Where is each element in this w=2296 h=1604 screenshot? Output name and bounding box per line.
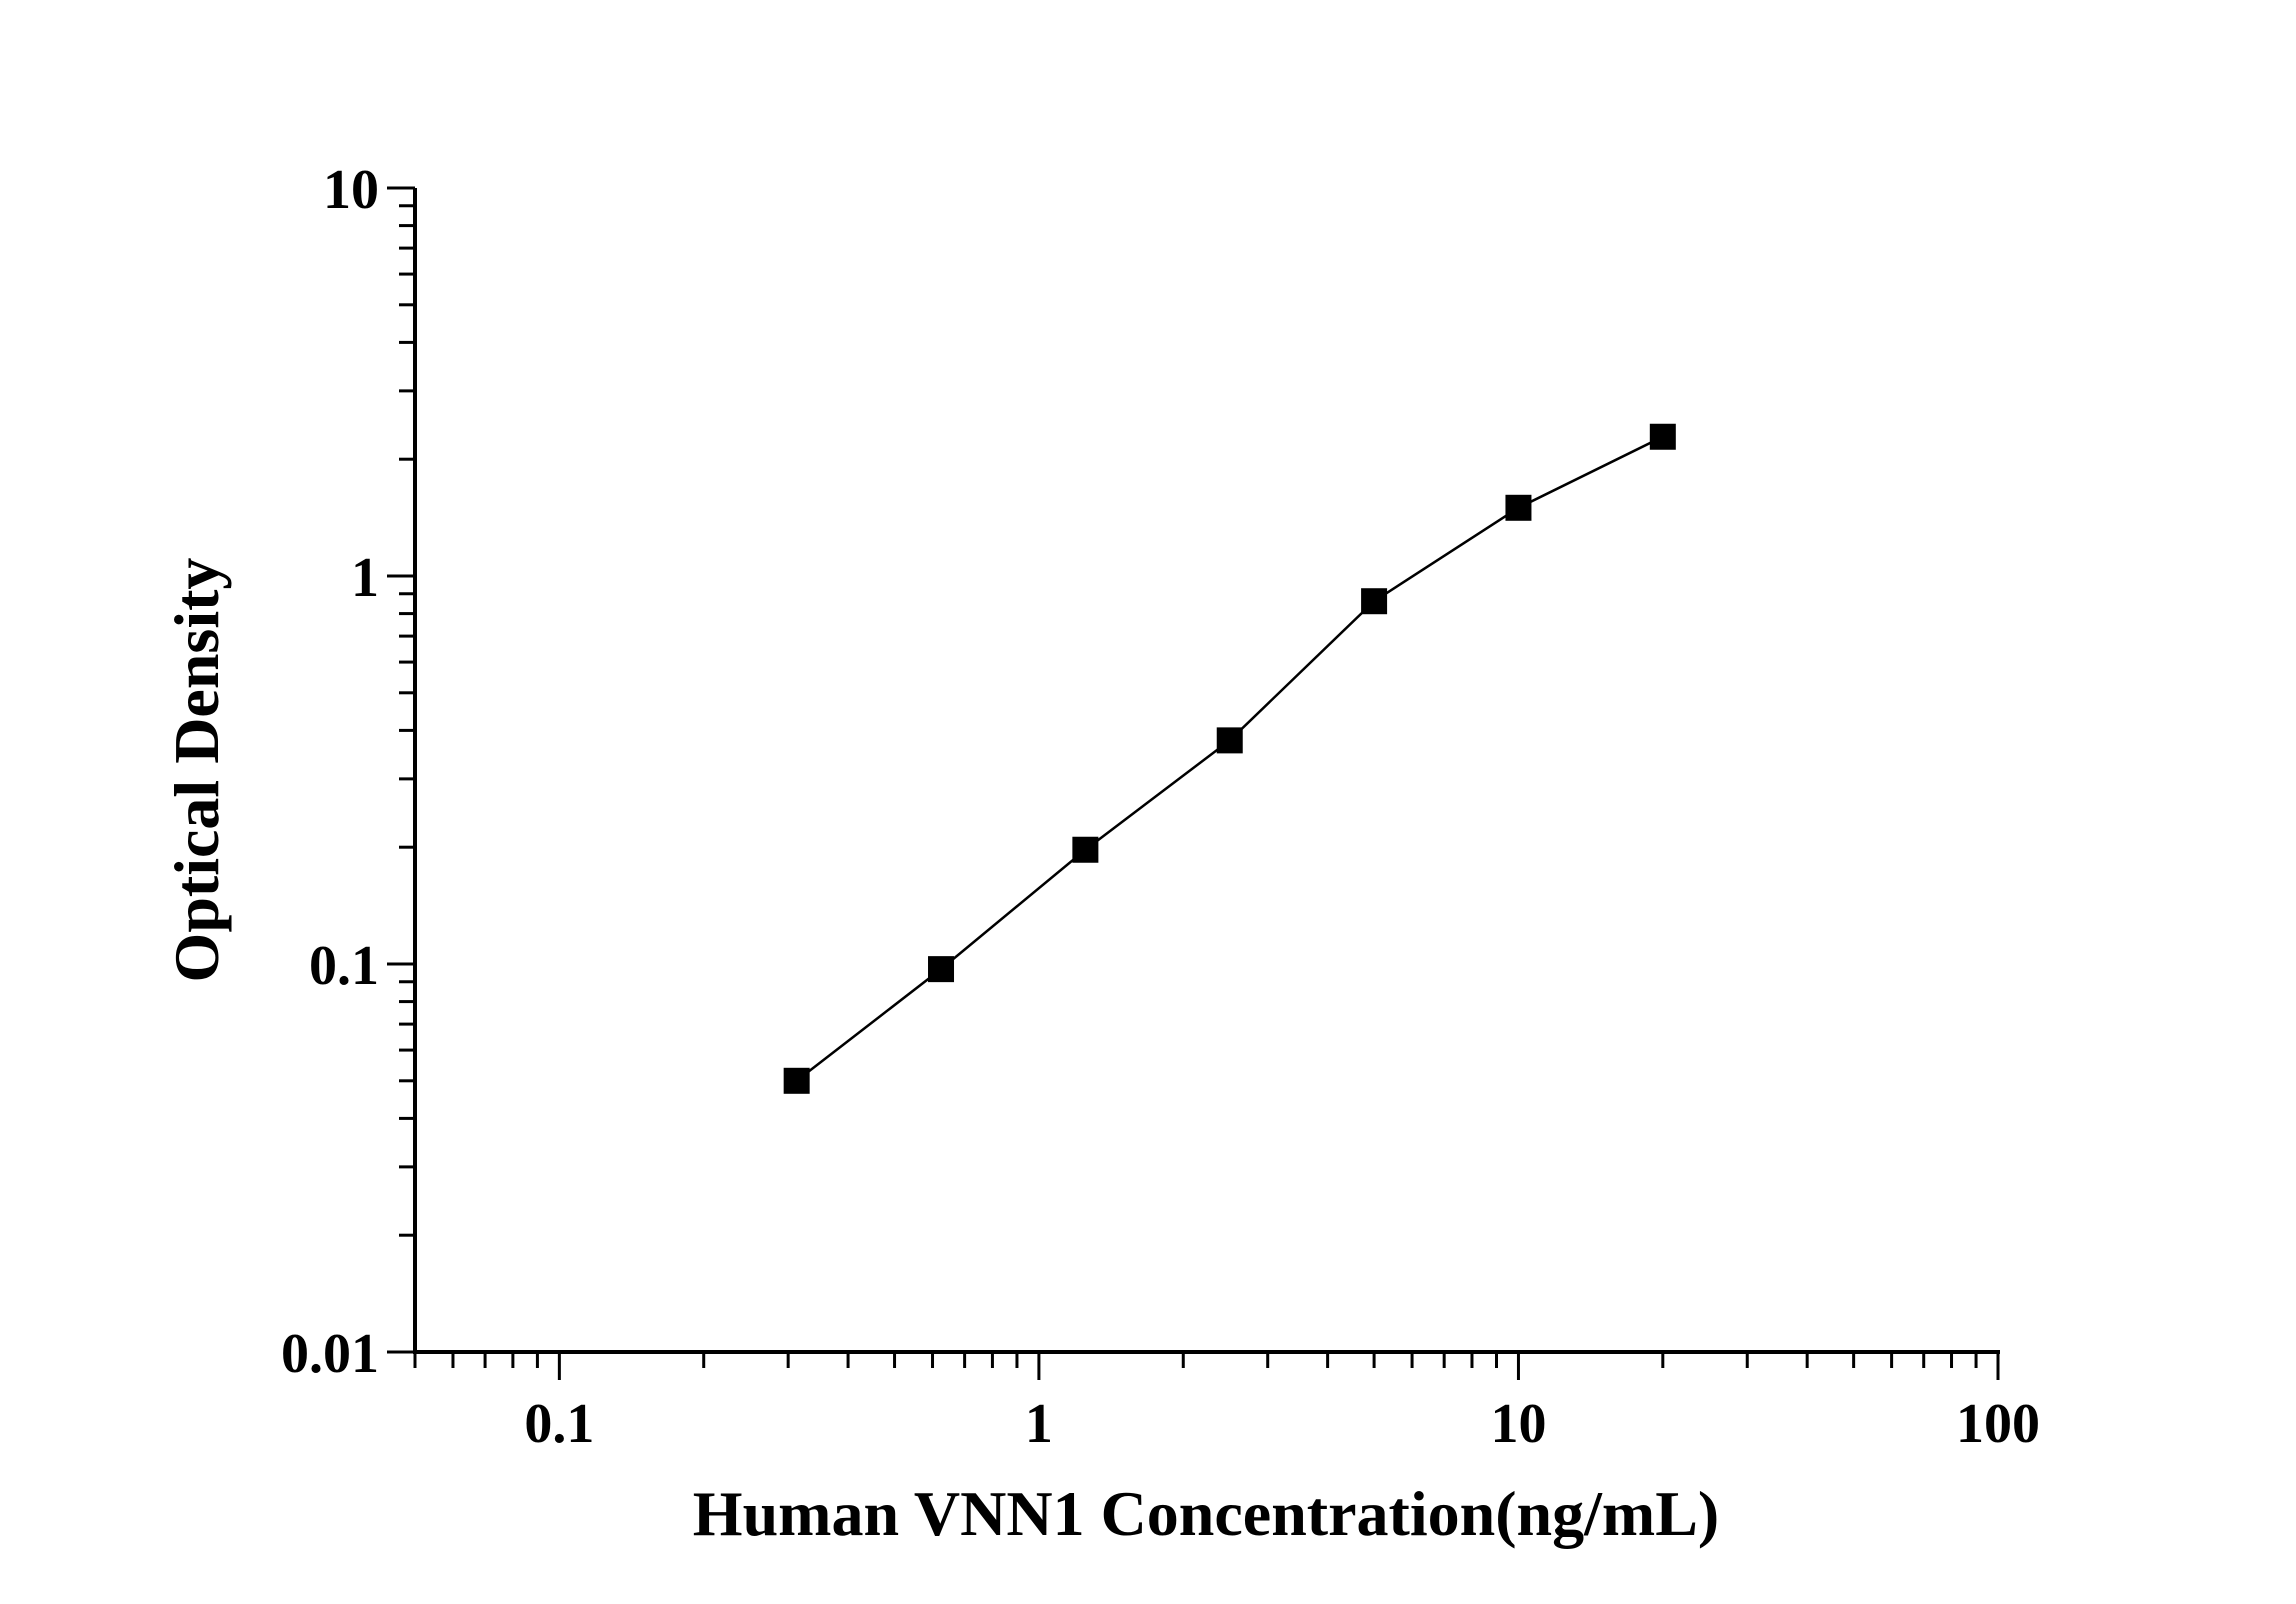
y-axis-label: Optical Density bbox=[161, 558, 232, 983]
y-tick-label: 10 bbox=[323, 159, 379, 221]
x-tick-label: 1 bbox=[1025, 1393, 1053, 1455]
y-tick-label: 1 bbox=[351, 547, 379, 609]
curve-line bbox=[795, 435, 1664, 1082]
data-point bbox=[1361, 588, 1388, 615]
y-tick-label: 0.01 bbox=[281, 1323, 379, 1385]
x-tick-label: 100 bbox=[1956, 1393, 2040, 1455]
x-axis-label: Human VNN1 Concentration(ng/mL) bbox=[693, 1478, 1719, 1549]
data-point bbox=[1649, 423, 1676, 450]
x-tick-label: 0.1 bbox=[524, 1393, 594, 1455]
ticks: 0.1 1 10 100 0.01 0.1 1 10 bbox=[281, 159, 2040, 1455]
data-point bbox=[1072, 836, 1099, 863]
y-tick-label: 0.1 bbox=[309, 935, 379, 997]
axes bbox=[413, 188, 2000, 1354]
data-point bbox=[1505, 494, 1532, 521]
data-marks bbox=[783, 423, 1676, 1094]
data-point bbox=[783, 1067, 810, 1094]
data-point bbox=[1216, 727, 1243, 754]
x-tick-label: 10 bbox=[1490, 1393, 1546, 1455]
data-point bbox=[928, 956, 955, 983]
